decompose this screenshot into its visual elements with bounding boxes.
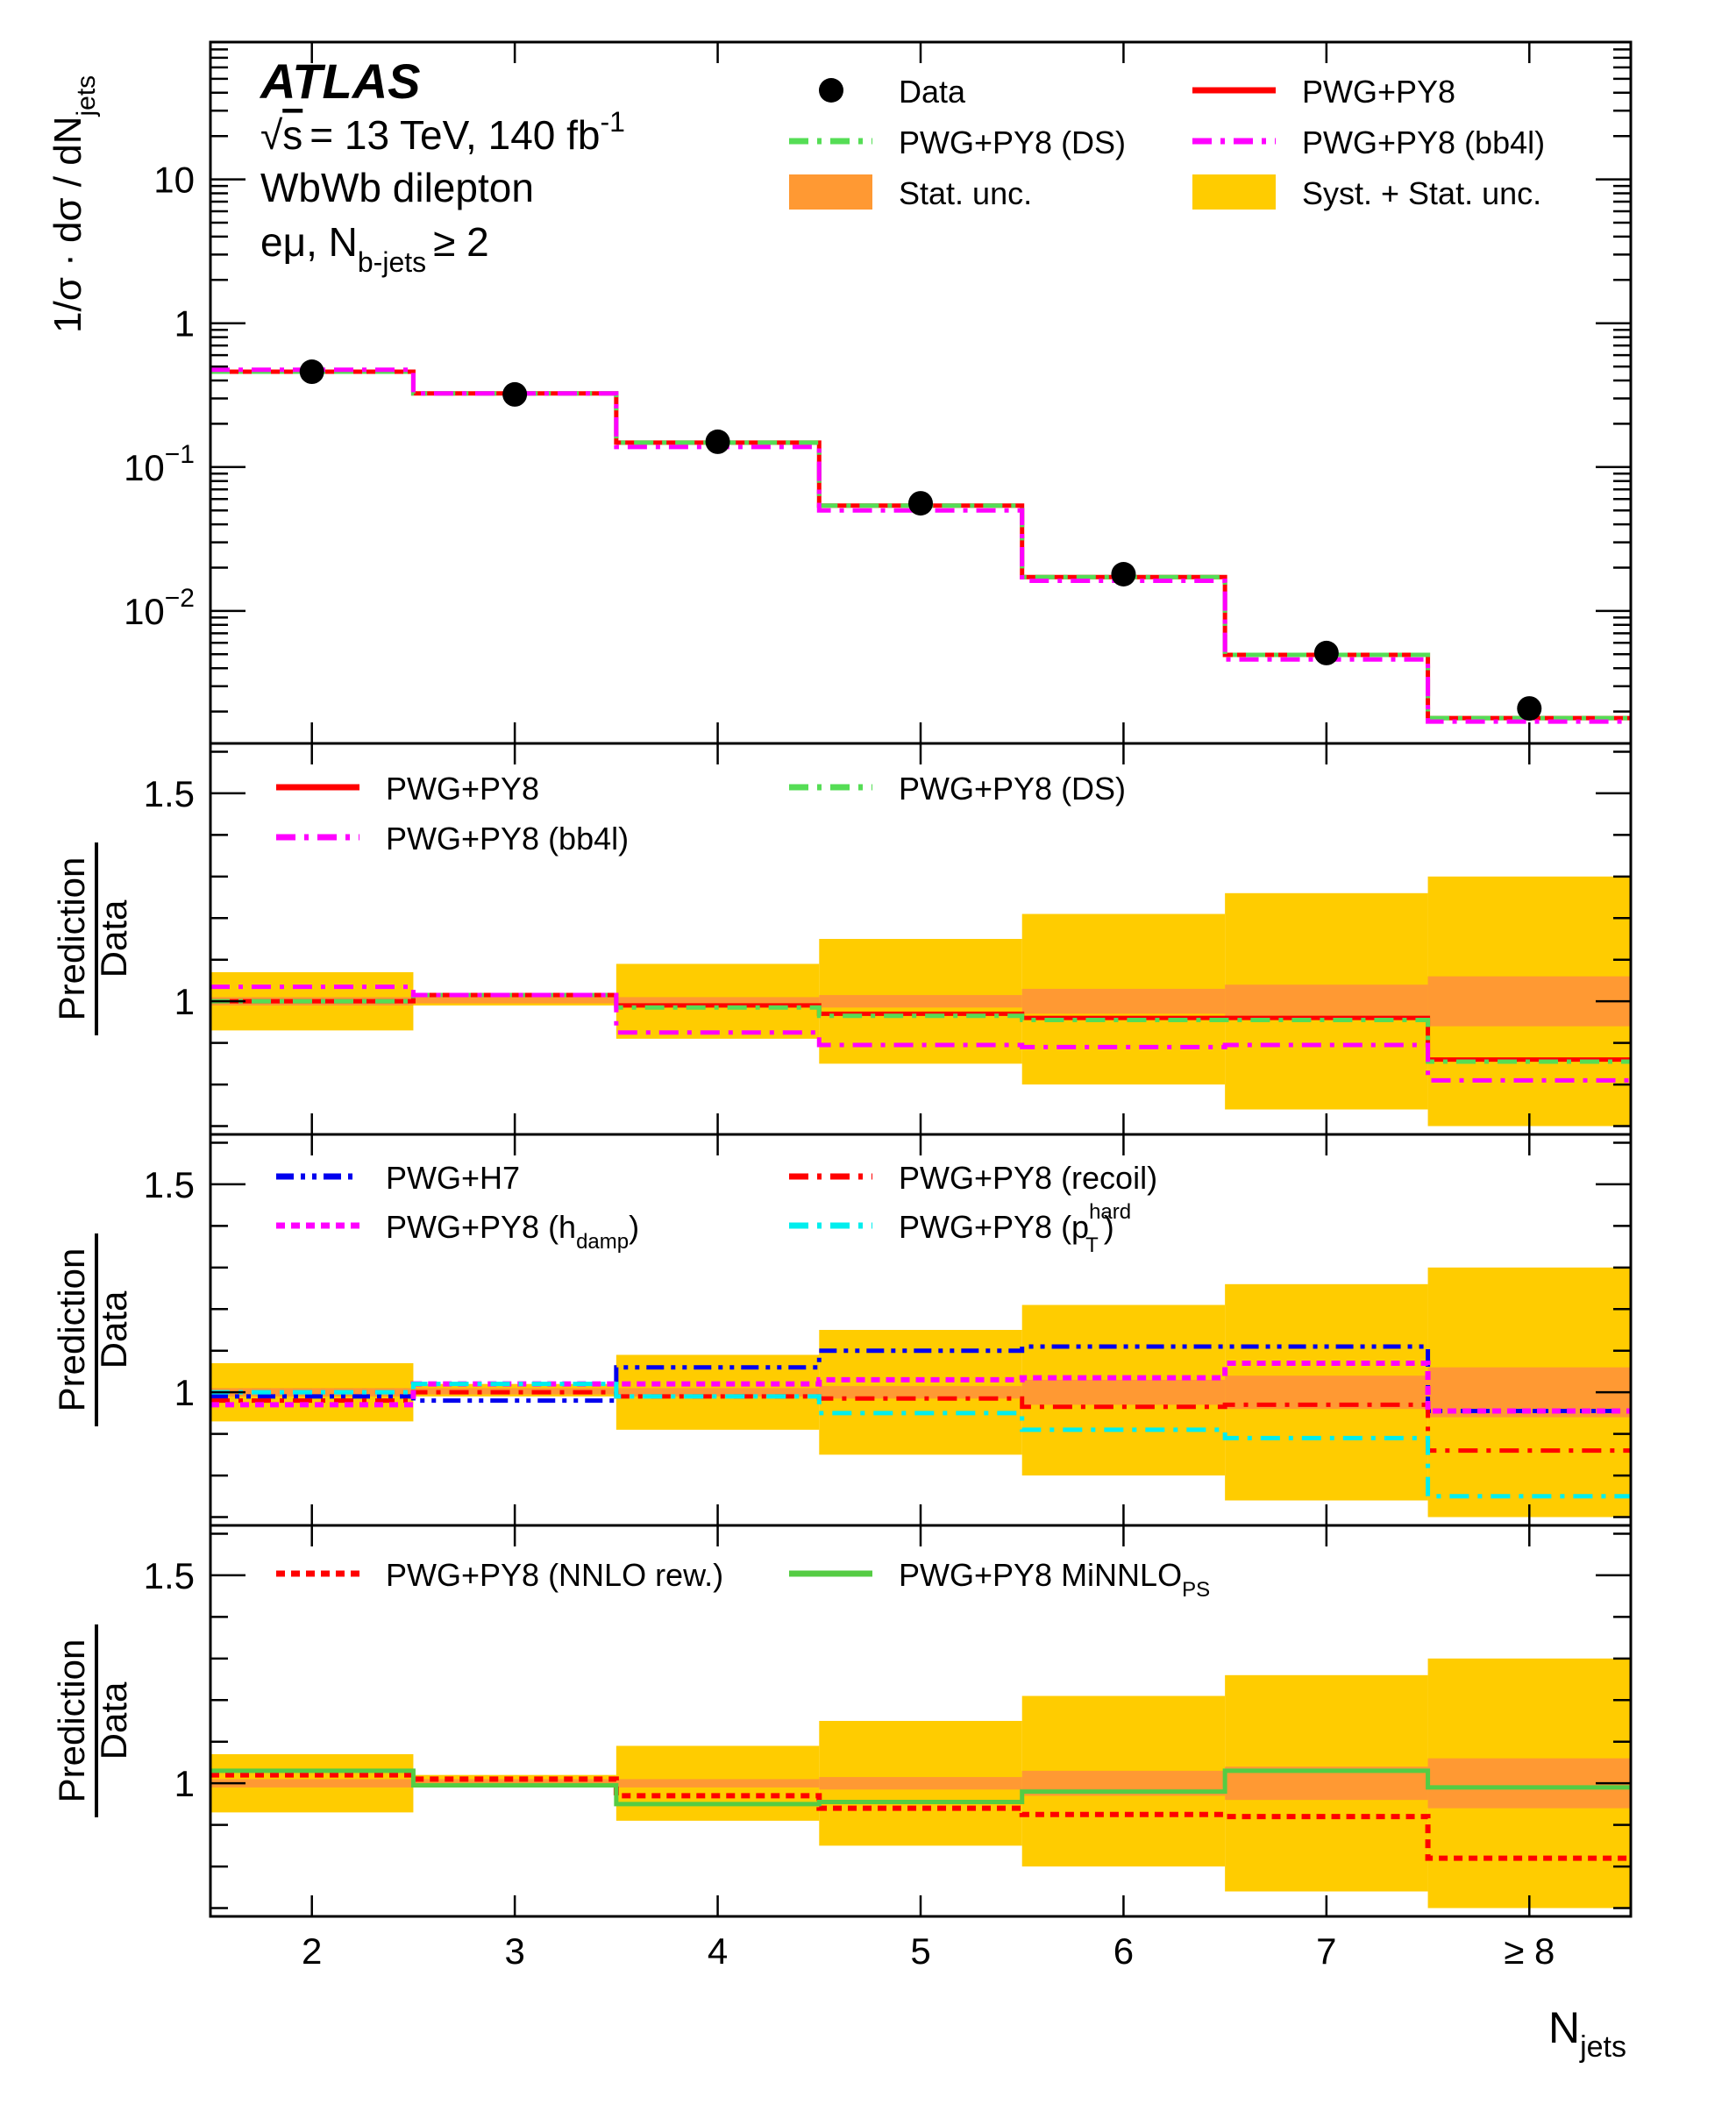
ratio-y-tick-label: 1.5 [144,1555,195,1596]
ratio-panel-1: 1.5 1 PWG+PY8 PWG+PY8 (DS) PWG+PY8 (bb4l) P… [51,742,1633,1136]
data-point [1111,562,1136,587]
top-panel-cross-section: 10 1 10−1 10−2 ATLAS √s = 13 TeV, 140 fb-1 W… [46,40,1633,745]
ratio-y-tick-label: 1.5 [144,773,195,814]
ratio-y-tick-label: 1 [174,1372,195,1413]
top-legend-label-stat_unc: Stat. unc. [899,175,1032,211]
ratio3-legend-label-minnlo: PWG+PY8 MiNNLOPS [899,1557,1210,1602]
top-legend-label-data: Data [899,74,966,110]
top-y-tick-label: 10−1 [124,440,195,488]
x-axis-title: Njets [1548,2003,1626,2064]
ratio-series-nnlo [210,1772,1631,1861]
ratio-panel-1-y-title-denominator: Data [93,899,134,977]
ratio-y-tick-label: 1.5 [144,1164,195,1205]
stat-band [819,1777,1022,1790]
ratio-series-pthard [210,1382,1631,1499]
data-point [908,491,933,516]
stat-band [210,1779,414,1788]
stat-band [1225,984,1428,1019]
ratio-panel-3-y-title-denominator: Data [93,1681,134,1759]
stat-band [819,1386,1022,1399]
ratio-panel-3-legend: PWG+PY8 (NNLO rew.) PWG+PY8 MiNNLOPS [276,1557,1210,1602]
ratio-panel-2: 1.5 1 PWG+H7 PWG+PY8 (recoil) PWG+PY8 (hdam… [51,1133,1633,1527]
legend-box-syst_stat_unc [1192,174,1276,210]
x-tick-label: 5 [910,1930,930,1972]
top-legend-label-bb4l: PWG+PY8 (bb4l) [1302,124,1545,160]
stat-band [615,1388,820,1397]
ratio-panel-2-y-axis-title: Prediction Data [51,1233,134,1426]
legend-box-stat_unc [789,174,872,210]
ratio-series-recoil [210,1390,1631,1454]
top-series-pwg_py8 [210,369,1631,721]
top-legend: Data PWG+PY8 PWG+PY8 (DS) PWG+PY8 (bb4l) Sta… [789,74,1545,211]
ratio-panel-3-y-axis-title: Prediction Data [51,1624,134,1817]
stat-band [615,997,820,1006]
ratio2-legend-label-pthard: PWG+PY8 (phard T) [899,1200,1131,1257]
ratio1-legend-label-pwg_py8: PWG+PY8 [386,771,539,807]
stat-band [1021,1379,1226,1405]
ratio-panel-1-legend: PWG+PY8 PWG+PY8 (DS) PWG+PY8 (bb4l) [276,771,1126,857]
stat-band [413,1779,616,1786]
ratio-panel-2-legend: PWG+H7 PWG+PY8 (recoil) PWG+PY8 (hdamp) PWG… [276,1160,1157,1257]
ratio3-legend-label-nnlo: PWG+PY8 (NNLO rew.) [386,1557,723,1593]
x-tick-label: ≥ 8 [1504,1930,1555,1972]
top-y-axis-title: 1/σ · dσ / dNjets [46,75,101,333]
top-series-ds [210,369,1631,721]
atlas-label: ATLAS [259,53,421,109]
top-y-tick-label: 10−2 [124,584,195,632]
ratio2-legend-label-recoil: PWG+PY8 (recoil) [899,1160,1157,1196]
stat-band [1021,988,1226,1014]
stat-band [615,1779,820,1788]
ratio-panel-3: 1.5 1 PWG+PY8 (NNLO rew.) PWG+PY8 MiNNLOPS… [51,1524,1633,1918]
legend-marker-data [819,78,843,103]
selection-label: eμ, Nb-jets ≥ 2 [260,219,489,278]
channel-label: WbWb dilepton [260,165,534,210]
ratio1-legend-label-ds: PWG+PY8 (DS) [899,771,1126,807]
data-point [1517,696,1542,721]
data-point [299,359,324,385]
top-series-bb4l [210,367,1631,724]
ratio1-legend-label-bb4l: PWG+PY8 (bb4l) [386,821,629,857]
ratio-y-tick-label: 1 [174,981,195,1022]
ratio-panel-3-y-title-numerator: Prediction [51,1639,92,1803]
top-legend-label-ds: PWG+PY8 (DS) [899,124,1126,160]
ratio-panel-1-y-axis-title: Prediction Data [51,842,134,1035]
ratio-panel-2-y-title-numerator: Prediction [51,1248,92,1412]
ratio-panel-2-y-title-denominator: Data [93,1290,134,1368]
ratio-y-tick-label: 1 [174,1763,195,1804]
top-y-tick-label: 10 [153,160,195,201]
stat-band [413,1388,616,1395]
top-y-tick-label: 1 [174,303,195,345]
ratio-series-minnlo [210,1768,1631,1807]
x-tick-label: 3 [504,1930,524,1972]
ratio2-legend-label-hdamp: PWG+PY8 (hdamp) [386,1209,639,1254]
ratio-panel-1-y-title-numerator: Prediction [51,857,92,1021]
x-tick-label: 6 [1113,1930,1134,1972]
x-tick-label: 7 [1316,1930,1336,1972]
data-point [502,381,528,407]
ratio2-legend-label-h7: PWG+H7 [386,1160,520,1196]
data-point [705,429,730,454]
x-tick-label: 4 [708,1930,728,1972]
stat-band [819,995,1022,1008]
x-tick-label: 2 [302,1930,322,1972]
x-axis-tick-labels: 2 3 4 5 6 7 ≥ 8 [302,1930,1555,1972]
ratio-series-bb4l [210,984,1631,1083]
stat-band [413,997,616,1004]
data-point [1313,640,1339,665]
energy-label: √s = 13 TeV, 140 fb-1 [260,106,625,158]
top-legend-label-syst_stat_unc: Syst. + Stat. unc. [1302,175,1541,211]
top-legend-label-pwg_py8: PWG+PY8 [1302,74,1455,110]
